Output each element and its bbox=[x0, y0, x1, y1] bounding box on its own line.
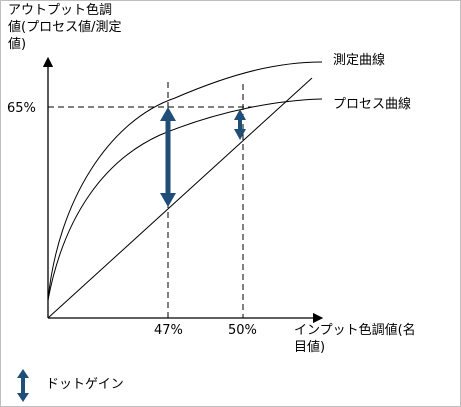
process-curve-label: プロセス曲線 bbox=[333, 96, 411, 112]
y-tick-65: 65% bbox=[7, 101, 36, 116]
y-axis-label-line-3: 値) bbox=[8, 37, 27, 52]
x-tick-47: 47% bbox=[154, 323, 183, 338]
x-tick-50: 50% bbox=[228, 323, 257, 338]
x-axis-label-line-2: 目値) bbox=[294, 340, 326, 355]
y-axis-label-line-2: 値(プロセス値/測定 bbox=[8, 20, 122, 35]
x-axis-label-line-1: インプット色調値(名 bbox=[294, 323, 416, 338]
measured-curve-label: 測定曲線 bbox=[333, 52, 385, 68]
legend-label: ドットゲイン bbox=[46, 377, 124, 392]
y-axis-label: アウトプット色調 値(プロセス値/測定 値) bbox=[8, 2, 121, 53]
measured-curve bbox=[47, 61, 323, 301]
x-axis-label: インプット色調値(名 目値) bbox=[294, 322, 416, 356]
legend-double-arrow-icon bbox=[17, 369, 29, 402]
dot-gain-arrow-47 bbox=[160, 107, 176, 207]
reference-line bbox=[47, 77, 313, 319]
dot-gain-arrow-50 bbox=[234, 109, 246, 140]
process-curve bbox=[47, 98, 323, 301]
y-axis-label-line-1: アウトプット色調 bbox=[8, 3, 113, 18]
